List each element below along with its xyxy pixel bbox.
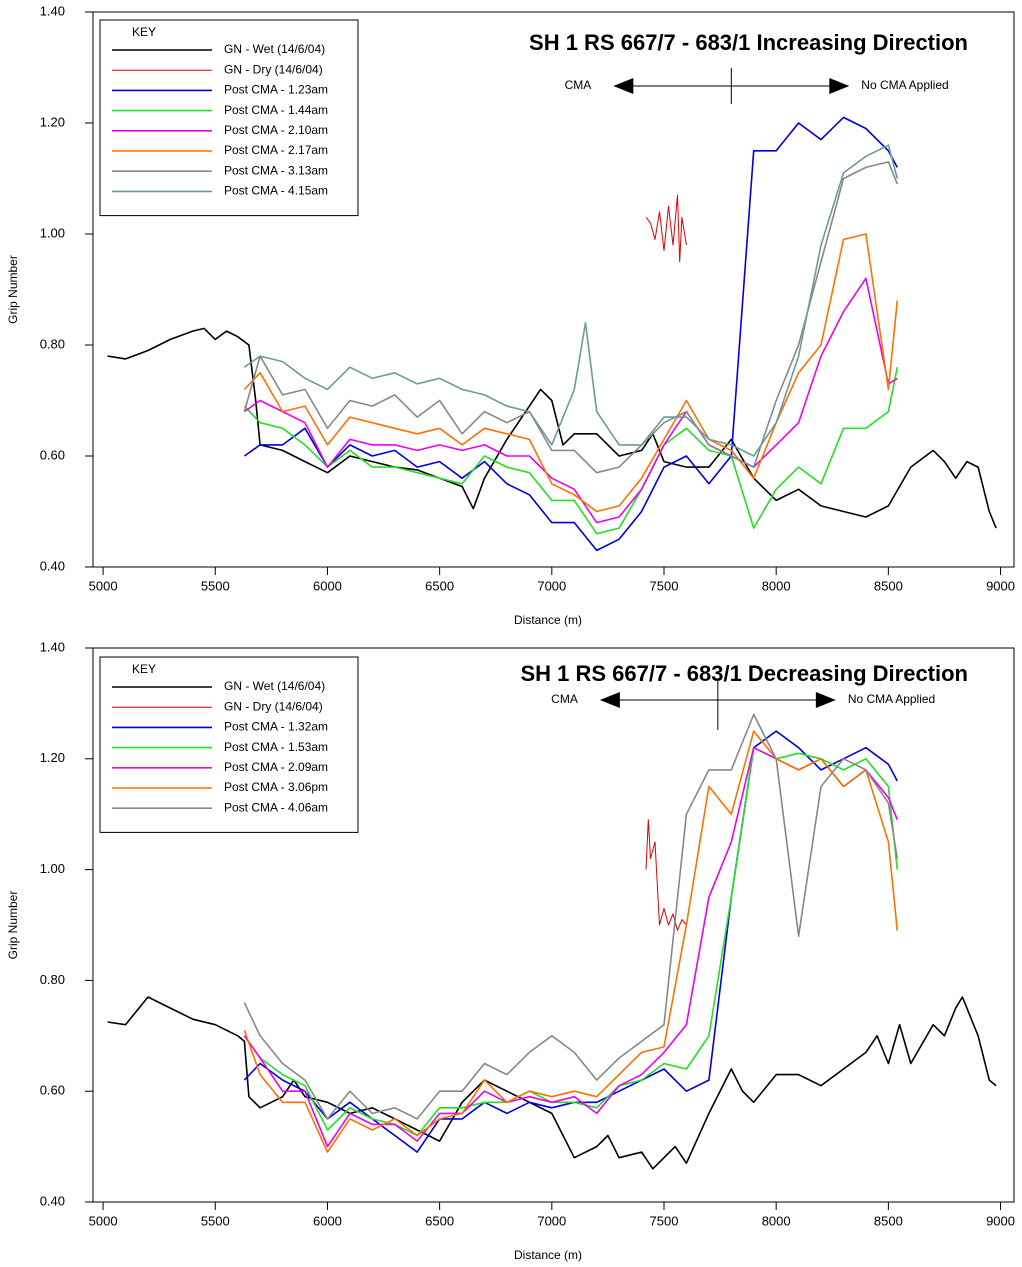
legend-label: Post CMA - 3.06pm — [224, 780, 328, 794]
x-tick-label: 5000 — [89, 1213, 118, 1228]
x-tick-label: 5500 — [201, 578, 230, 593]
y-axis-label: Grip Number — [6, 891, 20, 960]
legend-title: KEY — [132, 662, 156, 676]
legend-label: GN - Dry (14/6/04) — [224, 699, 323, 713]
legend-label: Post CMA - 3.13am — [224, 163, 328, 177]
series-line — [243, 730, 899, 1153]
series-line — [243, 144, 899, 457]
x-tick-label: 9000 — [986, 578, 1015, 593]
x-tick-label: 6000 — [313, 1213, 342, 1228]
chart-title: SH 1 RS 667/7 - 683/1 Increasing Directi… — [529, 30, 968, 55]
y-tick-label: 0.80 — [40, 336, 65, 351]
legend-label: Post CMA - 1.23am — [224, 83, 328, 97]
annotation: CMA — [551, 692, 578, 706]
legend-label: Post CMA - 1.44am — [224, 103, 328, 117]
x-tick-label: 7000 — [537, 1213, 566, 1228]
x-axis-label: Distance (m) — [514, 613, 582, 627]
x-tick-label: 7000 — [537, 578, 566, 593]
x-tick-label: 8500 — [874, 1213, 903, 1228]
series-line — [243, 713, 899, 1120]
series-line — [107, 996, 997, 1170]
legend-label: Post CMA - 4.06am — [224, 800, 328, 814]
y-tick-label: 0.40 — [40, 1193, 65, 1208]
legend-label: Post CMA - 4.15am — [224, 184, 328, 198]
legend-label: Post CMA - 1.53am — [224, 740, 328, 754]
arrow-head — [613, 78, 634, 94]
annotation: CMA — [565, 78, 592, 92]
series-line — [645, 819, 687, 931]
x-tick-label: 5000 — [89, 578, 118, 593]
legend-label: Post CMA - 1.32am — [224, 720, 328, 734]
y-tick-label: 1.40 — [40, 639, 65, 654]
series-line — [645, 194, 687, 263]
y-tick-label: 1.20 — [40, 114, 65, 129]
series-line — [243, 277, 898, 524]
series-line — [107, 327, 997, 529]
x-tick-label: 6500 — [425, 1213, 454, 1228]
x-tick-label: 9000 — [986, 1213, 1015, 1228]
x-tick-label: 6000 — [313, 578, 342, 593]
x-tick-label: 8000 — [762, 1213, 791, 1228]
y-tick-label: 0.60 — [40, 447, 65, 462]
y-axis-label: Grip Number — [6, 255, 20, 324]
x-tick-label: 8500 — [874, 578, 903, 593]
legend-box — [99, 19, 359, 217]
legend-label: GN - Wet (14/6/04) — [224, 679, 325, 693]
x-tick-label: 5500 — [201, 1213, 230, 1228]
series-line — [243, 161, 899, 474]
arrow-head — [815, 692, 836, 708]
legend-label: GN - Dry (14/6/04) — [224, 62, 323, 76]
series-line — [243, 746, 899, 1137]
legend-label: GN - Wet (14/6/04) — [224, 42, 325, 56]
series-line — [243, 116, 899, 552]
y-tick-label: 1.00 — [40, 861, 65, 876]
x-tick-label: 7500 — [650, 578, 679, 593]
y-tick-label: 0.40 — [40, 558, 65, 573]
y-tick-label: 1.40 — [40, 3, 65, 18]
annotation: No CMA Applied — [848, 692, 935, 706]
legend-label: Post CMA - 2.17am — [224, 143, 328, 157]
plot-frame — [92, 647, 1015, 1203]
y-tick-label: 0.80 — [40, 972, 65, 987]
chart-title: SH 1 RS 667/7 - 683/1 Decreasing Directi… — [520, 661, 968, 686]
arrow-head — [599, 692, 620, 708]
y-tick-label: 1.00 — [40, 225, 65, 240]
series-line — [243, 367, 899, 535]
x-tick-label: 7500 — [650, 1213, 679, 1228]
y-tick-label: 0.60 — [40, 1083, 65, 1098]
legend-label: Post CMA - 2.09am — [224, 760, 328, 774]
x-tick-label: 8000 — [762, 578, 791, 593]
x-axis-label: Distance (m) — [514, 1248, 582, 1262]
y-tick-label: 1.20 — [40, 750, 65, 765]
arrow-head — [829, 78, 850, 94]
legend-label: Post CMA - 2.10am — [224, 123, 328, 137]
annotation: No CMA Applied — [861, 78, 948, 92]
legend-title: KEY — [132, 25, 156, 39]
plot-frame — [92, 11, 1015, 568]
series-line — [243, 233, 899, 513]
x-tick-label: 6500 — [425, 578, 454, 593]
